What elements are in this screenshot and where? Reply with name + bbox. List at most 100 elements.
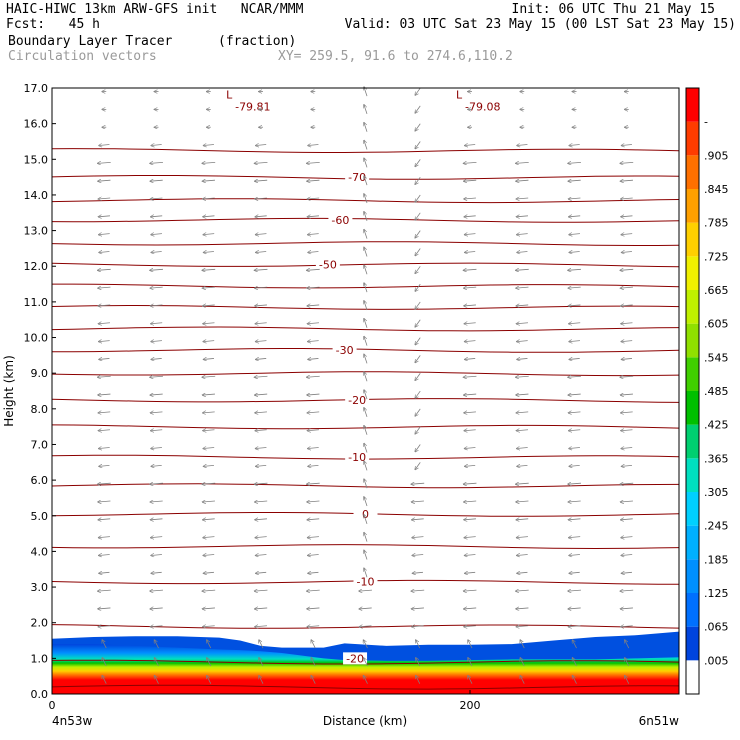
colorbar-label: .425 (704, 419, 729, 432)
circulation-vector (517, 358, 528, 359)
contour-label: -10 (357, 576, 375, 589)
circulation-vector (464, 287, 477, 288)
circulation-vector (464, 501, 477, 502)
circulation-vector (256, 145, 267, 146)
circulation-vector (202, 483, 216, 484)
contour-label: -10 (348, 451, 366, 464)
circulation-vector (204, 358, 214, 359)
circulation-vector (517, 572, 528, 573)
circulation-vector (464, 519, 476, 520)
circulation-vector (202, 269, 216, 270)
circulation-vector (517, 251, 528, 252)
circulation-vector (569, 537, 581, 538)
circulation-vector (150, 394, 163, 395)
circulation-vector (203, 412, 215, 413)
circulation-vector (364, 658, 368, 667)
circulation-vector (622, 145, 632, 146)
circulation-vector (415, 301, 421, 309)
circulation-vector (516, 162, 529, 163)
circulation-vector (416, 658, 421, 667)
circulation-vector (569, 626, 581, 627)
title-line: HAIC-HIWC 13km ARW-GFS init NCAR/MMM (6, 2, 304, 17)
circulation-vector (308, 537, 319, 538)
circulation-vector (621, 412, 633, 413)
circulation-vector (98, 198, 111, 199)
circulation-vector (625, 676, 630, 684)
circulation-vector (568, 608, 581, 609)
circulation-vector (364, 337, 368, 346)
temperature-contour (51, 348, 680, 353)
circulation-vector (465, 251, 476, 252)
circulation-vector (307, 269, 320, 270)
colorbar-label: .125 (704, 587, 729, 600)
circulation-vector (98, 180, 111, 181)
circulation-vector (151, 198, 163, 199)
circulation-vector (255, 501, 268, 502)
circulation-vector (464, 430, 476, 431)
colorbar-swatch (686, 357, 699, 391)
circulation-vector (307, 180, 320, 181)
circulation-vector (364, 390, 368, 400)
circulation-vector (464, 216, 476, 217)
plot-frame (51, 87, 680, 695)
circulation-vector (569, 145, 580, 146)
low-value: -79.81 (235, 101, 270, 114)
circulation-vector (364, 123, 368, 132)
circulation-vector (415, 444, 421, 452)
circulation-vector (569, 430, 581, 431)
circulation-vector (99, 323, 110, 324)
circulation-vector (465, 554, 476, 555)
circulation-vector (151, 341, 162, 342)
circulation-vector (256, 234, 267, 235)
circulation-vector (364, 105, 368, 115)
circulation-vector (464, 483, 477, 484)
colorbar-swatch (686, 323, 699, 358)
colorbar-swatch (686, 256, 699, 290)
circulation-vector (203, 305, 215, 306)
circulation-vector (308, 323, 319, 324)
circulation-vector (621, 554, 633, 555)
circulation-vector (308, 216, 319, 217)
circulation-vector (416, 640, 421, 649)
circulation-vector (364, 212, 368, 221)
circulation-vector (621, 501, 633, 502)
circulation-vector (411, 590, 425, 591)
y-axis-label: Height (km) (2, 355, 16, 426)
circulation-vector (255, 305, 267, 306)
circulation-vector (620, 162, 634, 163)
circulation-vector (415, 194, 421, 202)
init-time: Init: 06 UTC Thu 21 May 15 (511, 2, 716, 17)
circulation-vector (203, 234, 215, 235)
circulation-vector (151, 519, 163, 520)
circulation-vector (99, 234, 110, 235)
circulation-vector (411, 483, 425, 484)
circulation-vector (255, 180, 268, 181)
circulation-vector (569, 305, 581, 306)
circulation-vector (464, 376, 477, 377)
circulation-vector (568, 162, 581, 163)
circulation-vector (203, 341, 215, 342)
circulation-vector (203, 608, 215, 609)
circulation-vector (311, 676, 316, 684)
low-marker: L (456, 89, 463, 102)
y-tick-label: 1.0 (31, 652, 49, 665)
y-tick-label: 6.0 (31, 474, 49, 487)
circulation-vector (151, 572, 162, 573)
circulation-vector (204, 145, 214, 146)
circulation-vector (415, 230, 421, 238)
circulation-vector (255, 537, 267, 538)
colorbar-swatch (686, 88, 699, 122)
circulation-vector (465, 234, 476, 235)
circulation-vector (415, 390, 421, 398)
circulation-vector (364, 301, 368, 311)
circulation-vector (102, 658, 107, 667)
circulation-vector (203, 501, 215, 502)
colorbar-swatch (686, 155, 699, 189)
circulation-vector (622, 465, 632, 466)
contour-label-background (343, 652, 368, 665)
circulation-vector (307, 198, 320, 199)
colorbar-swatch (686, 290, 699, 324)
circulation-vector (569, 519, 581, 520)
colorbar-label: .065 (704, 621, 729, 634)
circulation-vector (415, 176, 421, 184)
